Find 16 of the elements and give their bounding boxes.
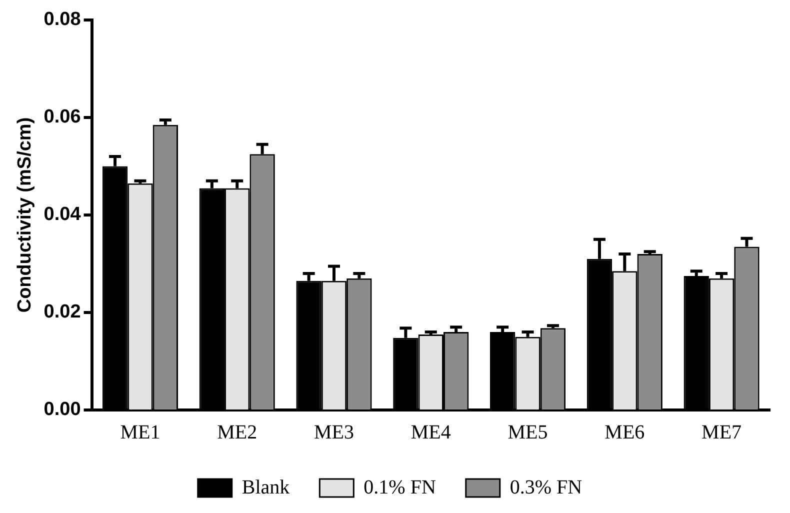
x-tick-label: ME1 — [120, 421, 160, 444]
x-tick-label: ME5 — [508, 421, 548, 444]
y-tick-label: 0.00 — [44, 399, 81, 420]
y-axis-title: Conductivity (mS/cm) — [14, 117, 36, 313]
legend-label: Blank — [242, 476, 290, 498]
y-tick-label: 0.04 — [44, 204, 82, 226]
x-tick-label: ME4 — [410, 421, 451, 444]
legend-label: 0.3% FN — [510, 476, 582, 498]
x-tick-label: ME3 — [314, 421, 354, 444]
y-tick-label: 0.06 — [44, 106, 81, 128]
x-tick-label: ME7 — [702, 421, 742, 444]
legend-label: 0.1% FN — [364, 476, 436, 498]
x-tick-label: ME6 — [604, 421, 645, 444]
y-tick-label: 0.02 — [44, 302, 81, 323]
y-tick-label: 0.08 — [44, 9, 81, 30]
x-tick-label: ME2 — [217, 421, 258, 444]
